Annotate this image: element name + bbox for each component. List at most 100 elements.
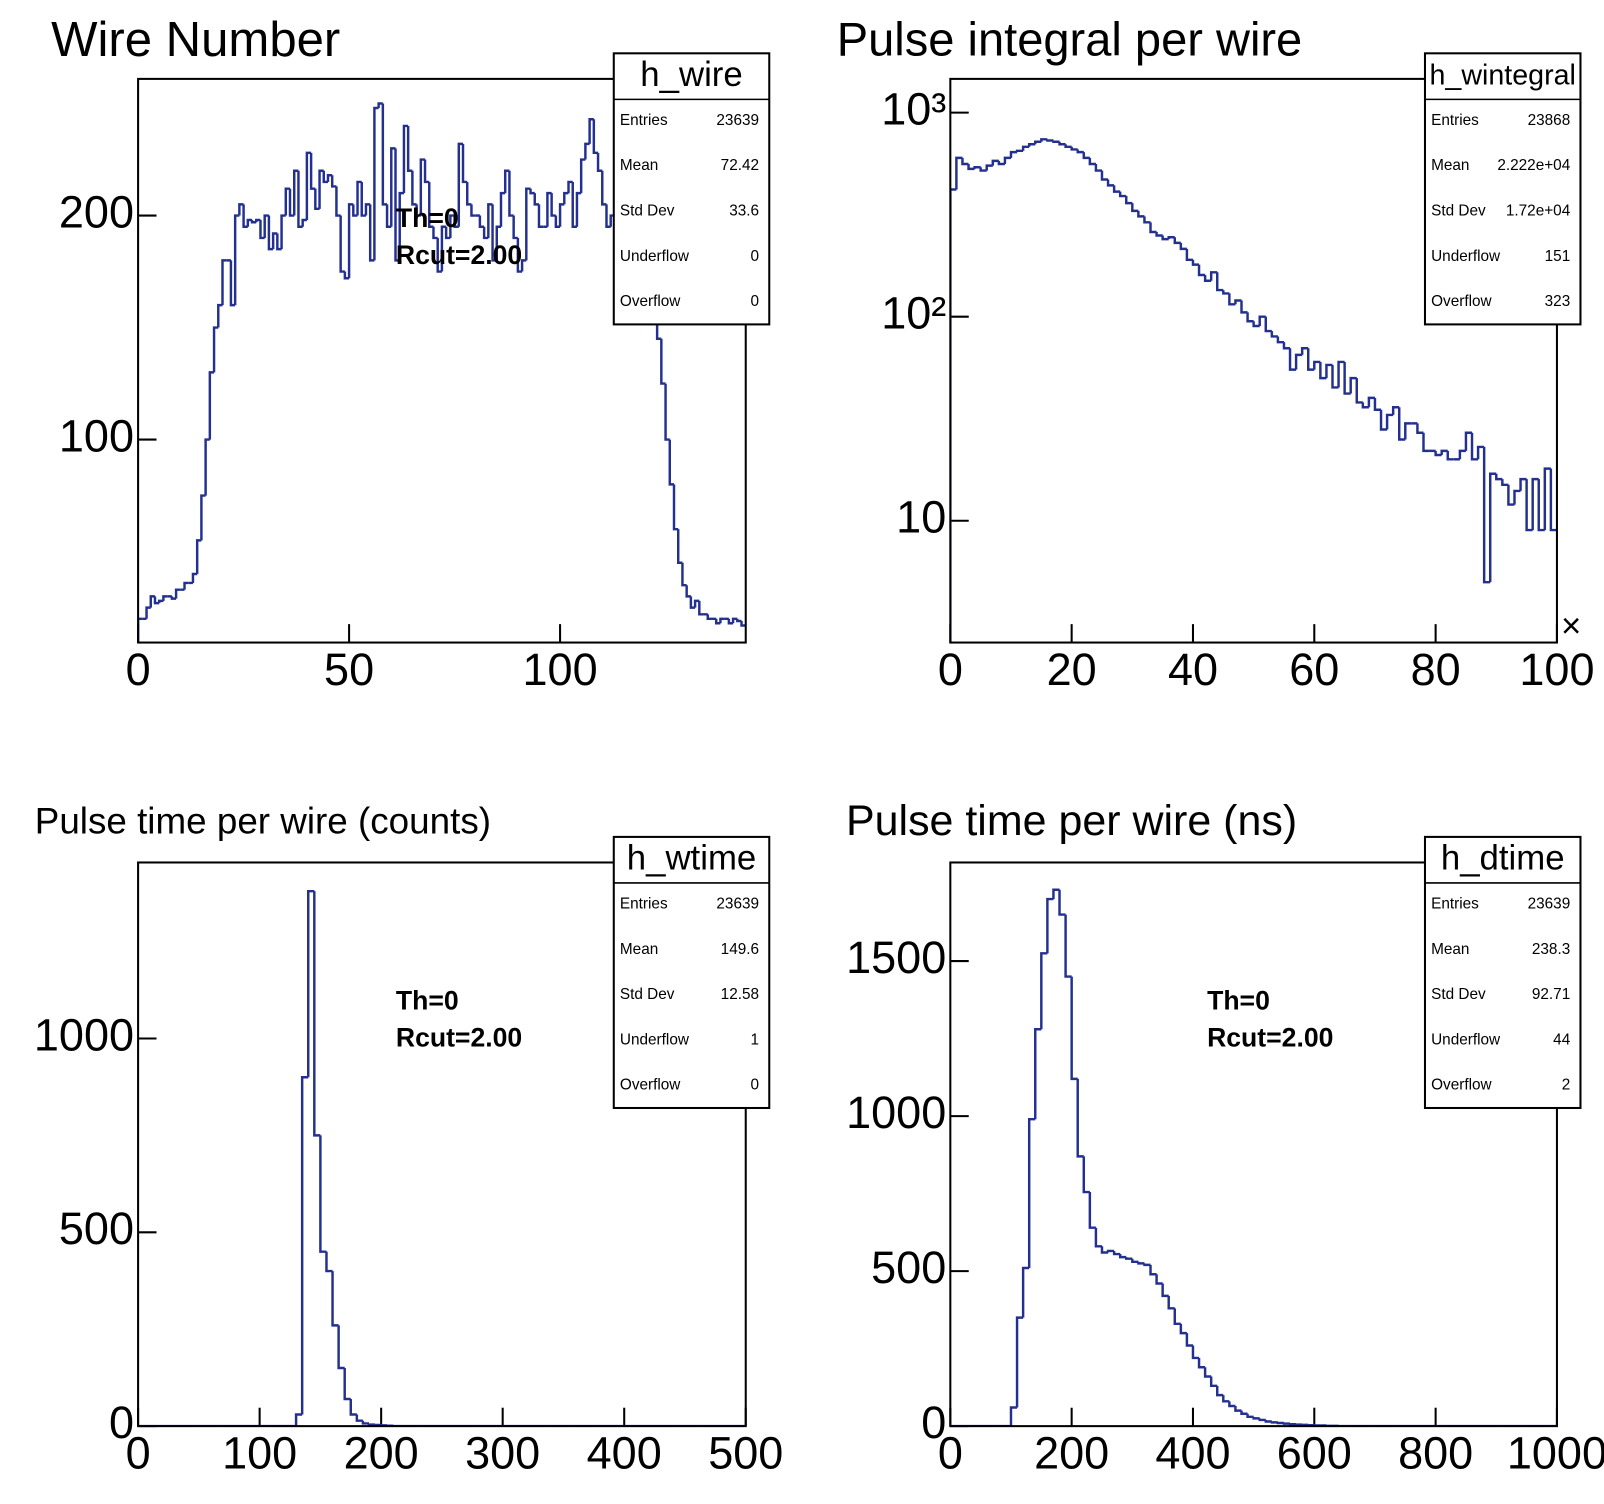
bin bbox=[1270, 1421, 1278, 1424]
bin bbox=[537, 204, 544, 228]
bin bbox=[250, 220, 257, 224]
bin bbox=[255, 218, 261, 223]
bin bbox=[740, 621, 746, 627]
bin bbox=[575, 191, 582, 227]
bin bbox=[1131, 203, 1139, 213]
bin bbox=[950, 188, 957, 643]
bin bbox=[1082, 1156, 1090, 1194]
stats-value: 1 bbox=[751, 1031, 760, 1048]
bin bbox=[263, 214, 269, 238]
bin bbox=[1209, 271, 1218, 281]
bin bbox=[1040, 952, 1048, 1030]
bin bbox=[1482, 446, 1491, 584]
bin bbox=[512, 215, 518, 240]
bin bbox=[444, 226, 451, 240]
bin bbox=[221, 259, 227, 306]
stats-box bbox=[612, 835, 771, 1110]
bin bbox=[1161, 1283, 1169, 1298]
stats-label: Overflow bbox=[620, 1077, 681, 1094]
x-tick-label: 0 bbox=[938, 644, 963, 695]
stats-value: 72.42 bbox=[721, 157, 759, 174]
x-tick-label: 0 bbox=[938, 1428, 963, 1479]
bin bbox=[183, 581, 189, 590]
histogram bbox=[950, 888, 1557, 1427]
stats-label: Std Dev bbox=[620, 986, 675, 1003]
bin bbox=[1167, 1295, 1175, 1310]
bin bbox=[1100, 1246, 1109, 1254]
plot-frame bbox=[137, 77, 747, 644]
bin bbox=[685, 585, 691, 598]
bin bbox=[1118, 191, 1127, 198]
bin bbox=[520, 259, 527, 272]
x-tick-label: 500 bbox=[708, 1428, 783, 1479]
y-tick-label: 10 bbox=[896, 492, 946, 543]
annotation: Rcut=2.00 bbox=[396, 1022, 522, 1052]
annotation: Rcut=2.00 bbox=[1207, 1022, 1333, 1052]
bin bbox=[1167, 236, 1175, 240]
bin bbox=[331, 1271, 339, 1327]
bin bbox=[1519, 477, 1527, 491]
x-tick-label: 1000 bbox=[1507, 1428, 1604, 1479]
stats-label: Underflow bbox=[620, 1031, 690, 1048]
bin bbox=[1209, 1376, 1218, 1388]
stats-name: h_dtime bbox=[1441, 840, 1565, 878]
bin bbox=[352, 204, 358, 217]
bin bbox=[1015, 1316, 1024, 1408]
bin bbox=[1155, 231, 1163, 237]
bin bbox=[1513, 489, 1521, 505]
bin bbox=[672, 484, 679, 531]
bin bbox=[1185, 1333, 1193, 1347]
bin bbox=[162, 595, 168, 601]
plot-frame bbox=[949, 77, 1558, 644]
x-tick-label: 100 bbox=[222, 1428, 297, 1479]
bin bbox=[1088, 157, 1096, 166]
bin bbox=[516, 237, 523, 273]
bin bbox=[406, 125, 413, 172]
chart-title: Pulse time per wire (ns) bbox=[846, 797, 1297, 845]
y-tick-label: 1000 bbox=[846, 1087, 946, 1138]
bin bbox=[571, 181, 577, 228]
stats-value: 149.6 bbox=[721, 941, 759, 958]
bin bbox=[1100, 170, 1109, 181]
bin bbox=[1009, 1406, 1018, 1427]
stats-label: Std Dev bbox=[1431, 986, 1486, 1003]
bin bbox=[731, 617, 738, 624]
bin bbox=[1143, 1263, 1151, 1267]
bin bbox=[1228, 1401, 1236, 1408]
bin bbox=[967, 163, 975, 171]
bin bbox=[174, 588, 181, 599]
bin bbox=[529, 188, 535, 195]
bin bbox=[1246, 1413, 1254, 1419]
bin bbox=[293, 169, 299, 216]
stats-value: 44 bbox=[1553, 1031, 1571, 1048]
bin bbox=[1222, 1395, 1230, 1403]
bin bbox=[1258, 1418, 1266, 1422]
bin bbox=[347, 203, 354, 279]
bin bbox=[1276, 336, 1284, 344]
bin bbox=[313, 891, 321, 1137]
bin bbox=[1288, 1423, 1297, 1426]
bin bbox=[660, 338, 666, 385]
bin bbox=[1294, 353, 1303, 370]
bin bbox=[1373, 397, 1382, 411]
bin bbox=[1531, 477, 1539, 531]
bin bbox=[466, 181, 472, 206]
bin bbox=[1112, 1250, 1121, 1256]
bin bbox=[698, 600, 704, 616]
bin bbox=[693, 599, 700, 608]
bin bbox=[419, 158, 426, 216]
bin bbox=[432, 226, 438, 240]
bin bbox=[300, 1076, 309, 1415]
y-tick-label: 500 bbox=[59, 1203, 134, 1254]
bin bbox=[390, 147, 396, 227]
bin bbox=[1149, 222, 1157, 234]
bin bbox=[1040, 138, 1048, 142]
bin bbox=[1015, 149, 1024, 153]
bin bbox=[676, 529, 683, 565]
bin bbox=[1543, 467, 1551, 531]
bin bbox=[525, 187, 531, 261]
bin bbox=[1118, 1254, 1127, 1259]
bin bbox=[991, 159, 999, 166]
x-tick-label: 100 bbox=[523, 644, 598, 695]
bin bbox=[309, 152, 316, 190]
